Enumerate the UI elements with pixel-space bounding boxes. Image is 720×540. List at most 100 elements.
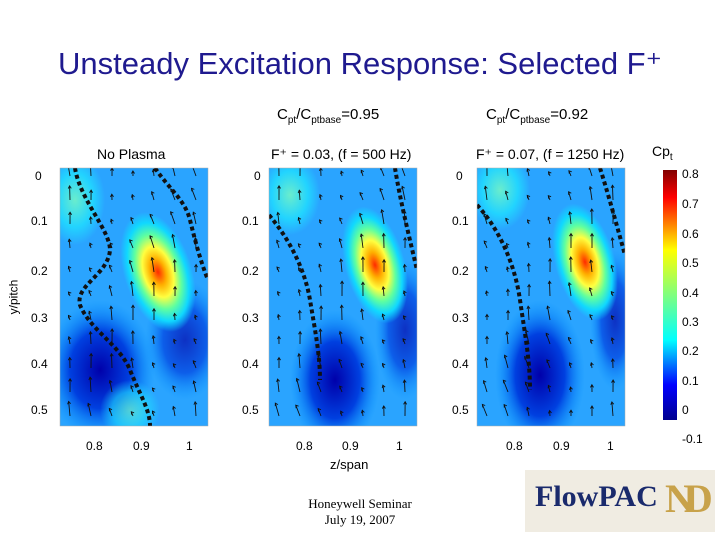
velocity-vector	[191, 188, 197, 201]
velocity-vector	[170, 211, 176, 225]
velocity-arrowhead	[546, 305, 551, 310]
ytick: 0.5	[452, 403, 469, 417]
velocity-arrowhead	[485, 290, 489, 295]
velocity-arrowhead	[589, 259, 594, 264]
velocity-vector	[277, 212, 280, 225]
velocity-arrowhead	[569, 386, 573, 391]
velocity-arrowhead	[67, 291, 72, 296]
velocity-arrowhead	[506, 288, 510, 293]
velocity-vector	[549, 281, 551, 297]
velocity-arrowhead	[130, 216, 134, 221]
velocity-arrowhead	[590, 338, 594, 343]
colorbar-tick: 0.3	[682, 315, 699, 329]
velocity-arrowhead	[505, 190, 509, 195]
velocity-vector	[611, 168, 614, 177]
velocity-vector	[317, 354, 322, 369]
velocity-arrowhead	[297, 288, 302, 293]
velocity-arrowhead	[67, 314, 72, 319]
velocity-vector	[339, 331, 343, 345]
velocity-arrowhead	[295, 377, 300, 382]
velocity-arrowhead	[568, 170, 572, 174]
velocity-arrowhead	[109, 305, 114, 310]
velocity-vector	[401, 186, 406, 201]
velocity-arrowhead	[588, 185, 593, 190]
velocity-arrowhead	[318, 328, 323, 332]
velocity-arrowhead	[67, 356, 72, 361]
velocity-arrowhead	[381, 384, 386, 389]
velocity-vector	[402, 359, 406, 369]
velocity-vector	[403, 211, 406, 225]
velocity-vector	[483, 380, 488, 393]
velocity-arrowhead	[172, 258, 177, 263]
velocity-vector	[129, 260, 134, 273]
velocity-vector	[109, 380, 113, 393]
velocity-arrowhead	[402, 210, 407, 214]
velocity-vector	[506, 331, 509, 345]
velocity-arrowhead	[67, 185, 72, 189]
velocity-arrowhead	[381, 339, 386, 344]
velocity-arrowhead	[170, 211, 174, 215]
velocity-arrowhead	[318, 219, 323, 223]
velocity-vector	[524, 356, 530, 369]
velocity-vector	[172, 234, 176, 249]
velocity-arrowhead	[130, 385, 134, 389]
velocity-arrowhead	[381, 405, 386, 409]
velocity-arrowhead	[110, 193, 114, 198]
velocity-arrowhead	[526, 406, 530, 411]
colorbar-tick: 0.6	[682, 227, 699, 241]
velocity-arrowhead	[110, 218, 114, 223]
velocity-vector	[109, 285, 113, 297]
velocity-vector	[360, 233, 364, 249]
velocity-arrowhead	[590, 362, 594, 366]
footer-line-1: Honeywell Seminar	[308, 496, 412, 511]
velocity-arrowhead	[361, 281, 365, 286]
velocity-arrowhead	[381, 286, 386, 290]
velocity-vector	[68, 336, 71, 345]
velocity-arrowhead	[173, 338, 177, 343]
velocity-vector	[111, 353, 113, 369]
velocity-arrowhead	[274, 402, 279, 407]
xtick: 0.9	[553, 439, 570, 453]
ytick: 0	[35, 169, 42, 183]
ratio-label-2-main: C	[486, 106, 497, 123]
velocity-arrowhead	[610, 184, 615, 189]
velocity-arrowhead	[503, 403, 508, 408]
velocity-arrowhead	[194, 289, 198, 294]
velocity-arrowhead	[89, 242, 93, 247]
velocity-arrowhead	[402, 379, 407, 383]
velocity-arrowhead	[402, 358, 406, 363]
velocity-vector	[481, 404, 488, 417]
velocity-vector	[68, 168, 71, 177]
velocity-arrowhead	[172, 405, 176, 410]
velocity-arrowhead	[276, 239, 280, 244]
colorbar-tick: 0.7	[682, 197, 699, 211]
velocity-arrowhead	[502, 379, 507, 384]
velocity-vector	[361, 309, 364, 321]
velocity-arrowhead	[318, 263, 322, 268]
velocity-arrowhead	[319, 305, 324, 309]
velocity-vector	[590, 260, 593, 273]
slide-title: Unsteady Excitation Response: Selected F…	[58, 46, 662, 81]
velocity-vector	[170, 188, 176, 201]
velocity-arrowhead	[568, 211, 573, 215]
velocity-vector	[359, 213, 364, 225]
velocity-arrowhead	[359, 212, 363, 217]
velocity-arrowhead	[297, 189, 302, 194]
velocity-arrowhead	[173, 285, 177, 290]
velocity-arrowhead	[546, 359, 550, 363]
velocity-vector	[88, 311, 92, 321]
velocity-vector	[151, 257, 155, 273]
velocity-vector	[503, 404, 509, 417]
velocity-arrowhead	[277, 161, 280, 164]
velocity-arrowhead	[545, 332, 550, 337]
velocity-vector	[90, 168, 92, 177]
ratio-label-2-sub2: ptbase	[520, 115, 551, 126]
velocity-arrowhead	[150, 256, 155, 261]
velocity-vector	[339, 238, 343, 249]
velocity-arrowhead	[108, 284, 113, 289]
xtick: 0.8	[86, 439, 103, 453]
velocity-arrowhead	[589, 208, 594, 212]
velocity-arrowhead	[87, 402, 91, 407]
ratio-label-1: Cpt/Cptbase=0.95	[277, 106, 379, 126]
velocity-vector	[525, 330, 530, 345]
